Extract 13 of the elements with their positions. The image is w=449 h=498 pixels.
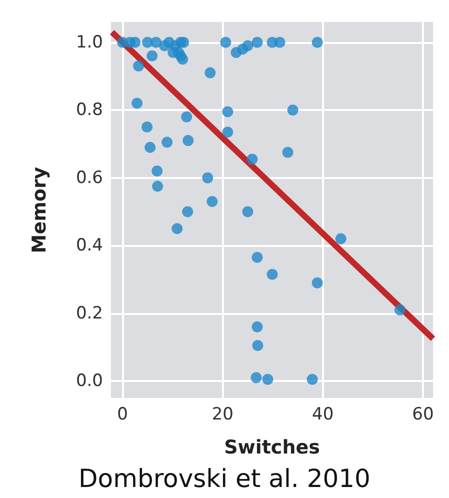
x-tick-label: 20 [212, 404, 234, 424]
y-tick-label: 0.6 [76, 168, 103, 188]
y-axis-title: Memory [28, 166, 50, 254]
y-tick-label: 0.8 [76, 100, 103, 120]
x-tick-label: 40 [312, 404, 334, 424]
x-axis-title: Switches [224, 436, 320, 458]
x-tick-label: 0 [117, 404, 128, 424]
y-tick-label: 0.2 [76, 303, 103, 324]
x-tick-label: 60 [412, 404, 434, 424]
y-tick-label: 0.0 [76, 371, 103, 392]
text: Dombrovski et al. 2010 [78, 464, 370, 493]
y-tick-label: 0.4 [76, 236, 103, 256]
y-tick-label: 1.0 [76, 32, 103, 52]
